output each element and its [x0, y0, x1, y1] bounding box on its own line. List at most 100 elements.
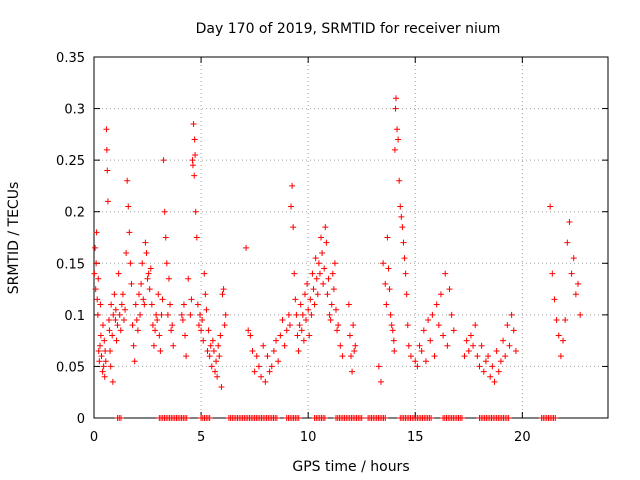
data-point: [300, 337, 307, 344]
data-point: [352, 342, 359, 349]
data-point: [465, 347, 472, 354]
data-point: [101, 373, 108, 380]
data-point: [303, 317, 310, 324]
data-point: [143, 249, 150, 256]
data-point: [165, 275, 172, 282]
data-point: [279, 317, 286, 324]
data-point: [326, 311, 333, 318]
data-point: [401, 255, 408, 262]
zero-data-point: [552, 415, 559, 421]
data-point: [345, 301, 352, 308]
data-point: [566, 219, 573, 226]
data-point: [298, 327, 305, 334]
zero-data-point: [117, 415, 124, 421]
data-point: [104, 167, 111, 174]
data-point: [348, 353, 354, 360]
data-point: [339, 353, 346, 360]
x-tick-label: 0: [90, 430, 98, 445]
data-point: [245, 327, 252, 334]
data-point: [562, 317, 569, 324]
data-point: [116, 311, 123, 318]
data-point: [249, 347, 256, 354]
data-point: [422, 358, 429, 365]
data-point: [167, 301, 174, 308]
data-point: [467, 332, 474, 339]
data-point: [262, 378, 269, 385]
data-point: [402, 270, 409, 277]
data-point: [125, 203, 132, 210]
data-point: [106, 327, 113, 334]
data-point: [193, 234, 200, 241]
data-point: [192, 151, 199, 158]
y-tick-label: 0.1: [64, 309, 85, 324]
data-point: [404, 322, 411, 329]
data-point: [163, 260, 170, 267]
data-point: [191, 172, 198, 179]
data-point: [189, 157, 196, 164]
y-tick-label: 0.15: [56, 257, 85, 272]
data-point: [212, 368, 219, 375]
data-point: [397, 203, 404, 210]
data-point: [482, 358, 489, 365]
data-point: [328, 301, 335, 308]
data-point: [392, 105, 399, 112]
zero-data-point: [295, 415, 302, 421]
data-point: [549, 270, 556, 277]
data-point: [506, 342, 513, 349]
data-point: [220, 286, 227, 293]
data-point: [140, 296, 147, 303]
data-point: [320, 280, 327, 287]
data-point: [557, 353, 564, 360]
data-point: [190, 121, 197, 128]
data-point: [318, 234, 325, 241]
data-point: [95, 347, 102, 354]
data-point: [161, 208, 168, 215]
data-point: [377, 378, 384, 385]
zero-data-point: [458, 415, 465, 421]
data-point: [304, 280, 311, 287]
data-point: [219, 291, 226, 298]
data-point: [150, 342, 157, 349]
data-point: [351, 347, 358, 354]
data-point: [433, 301, 440, 308]
data-point: [137, 311, 144, 318]
data-point: [446, 286, 453, 293]
y-tick-label: 0.25: [56, 154, 85, 169]
data-point: [138, 280, 145, 287]
data-point: [375, 363, 382, 370]
data-point: [149, 322, 156, 329]
data-point: [485, 353, 492, 360]
data-point: [323, 239, 330, 246]
data-point: [472, 322, 479, 329]
data-point: [292, 296, 299, 303]
data-point: [204, 347, 211, 354]
data-point: [306, 332, 313, 339]
data-point: [200, 337, 207, 344]
data-point: [400, 239, 407, 246]
data-point: [337, 342, 344, 349]
data-point: [130, 342, 137, 349]
data-point: [109, 378, 116, 385]
data-point: [251, 368, 258, 375]
data-point: [461, 353, 468, 360]
data-point: [329, 270, 336, 277]
data-point: [109, 332, 116, 339]
data-point: [247, 332, 254, 339]
data-point: [129, 322, 136, 329]
data-point: [94, 311, 101, 318]
data-point: [168, 327, 175, 334]
data-point: [185, 275, 192, 282]
data-point: [555, 332, 562, 339]
data-point: [139, 260, 146, 267]
data-point: [310, 286, 317, 293]
data-point: [216, 353, 223, 360]
data-point: [399, 224, 406, 231]
data-point: [255, 363, 262, 370]
data-point: [391, 146, 398, 153]
data-point: [305, 306, 312, 313]
data-point: [148, 301, 155, 308]
data-point: [122, 306, 129, 313]
data-point: [407, 353, 414, 360]
data-point: [218, 384, 225, 391]
data-point: [158, 311, 165, 318]
